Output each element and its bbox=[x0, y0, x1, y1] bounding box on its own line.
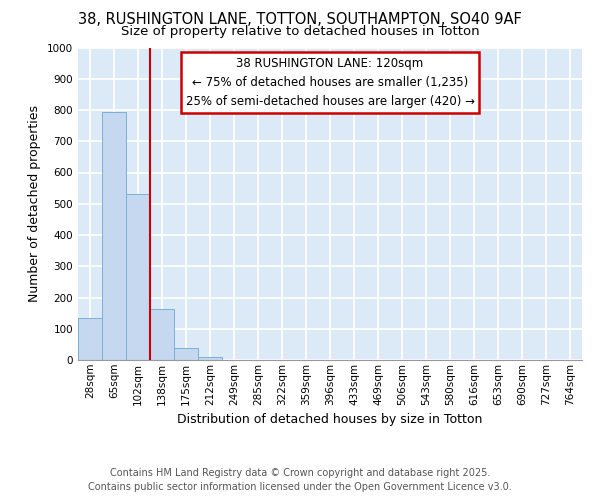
Bar bbox=[78, 318, 102, 360]
Bar bbox=[102, 112, 126, 360]
Y-axis label: Number of detached properties: Number of detached properties bbox=[28, 106, 41, 302]
Text: 38 RUSHINGTON LANE: 120sqm
← 75% of detached houses are smaller (1,235)
25% of s: 38 RUSHINGTON LANE: 120sqm ← 75% of deta… bbox=[185, 57, 475, 108]
Bar bbox=[126, 194, 150, 360]
Bar bbox=[174, 348, 198, 360]
Text: 38, RUSHINGTON LANE, TOTTON, SOUTHAMPTON, SO40 9AF: 38, RUSHINGTON LANE, TOTTON, SOUTHAMPTON… bbox=[78, 12, 522, 28]
Bar bbox=[150, 309, 174, 360]
X-axis label: Distribution of detached houses by size in Totton: Distribution of detached houses by size … bbox=[178, 413, 482, 426]
Text: Size of property relative to detached houses in Totton: Size of property relative to detached ho… bbox=[121, 25, 479, 38]
Text: Contains HM Land Registry data © Crown copyright and database right 2025.
Contai: Contains HM Land Registry data © Crown c… bbox=[88, 468, 512, 492]
Bar bbox=[198, 357, 222, 360]
